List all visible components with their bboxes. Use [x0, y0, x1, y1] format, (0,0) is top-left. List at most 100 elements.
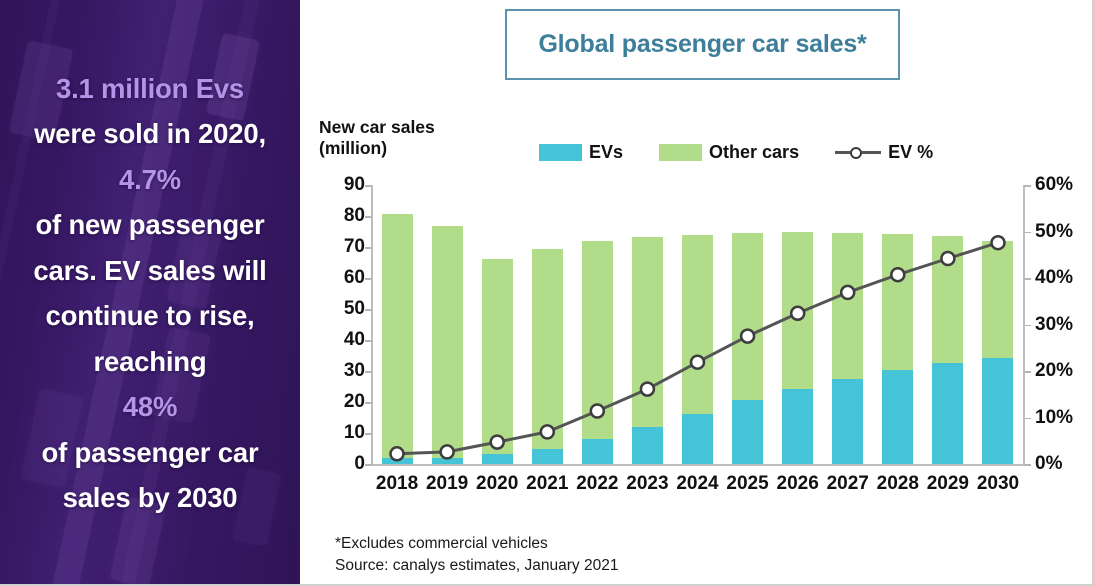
left-axis-tick [365, 247, 372, 249]
square-swatch-icon [659, 144, 703, 161]
ev-percent-polyline [396, 241, 999, 456]
legend-item-other-cars[interactable]: Other cars [659, 142, 799, 163]
bar-group[interactable] [431, 185, 463, 464]
bar-group[interactable] [481, 185, 513, 464]
right-axis-tick [1024, 371, 1031, 373]
x-axis-tick-label: 2021 [526, 473, 569, 494]
legend-item-evs[interactable]: EVs [539, 142, 623, 163]
bar-group[interactable] [832, 185, 864, 464]
left-axis-tick [365, 216, 372, 218]
bar-group[interactable] [882, 185, 914, 464]
x-axis-tick-label: 2026 [776, 473, 819, 494]
bar-group[interactable] [982, 185, 1014, 464]
left-axis-tick-label: 90 [343, 174, 365, 195]
bar-segment-other-cars[interactable] [481, 259, 513, 455]
left-axis-tick [365, 402, 372, 404]
square-swatch-icon [539, 144, 582, 161]
bar-segment-evs[interactable] [681, 413, 714, 464]
bar-segment-other-cars[interactable] [882, 233, 914, 371]
left-axis-tick-label: 40 [343, 329, 365, 350]
left-axis-tick [365, 464, 372, 466]
bar-group[interactable] [932, 185, 964, 464]
bar-segment-evs[interactable] [832, 378, 864, 464]
x-axis-tick-label: 2029 [926, 473, 970, 494]
left-axis-tick-label: 30 [343, 360, 365, 381]
ev-percent-marker[interactable] [990, 234, 1006, 251]
x-axis-tick-label: 2020 [476, 473, 519, 494]
right-axis-tick [1024, 278, 1031, 280]
bar-segment-other-cars[interactable] [681, 234, 714, 414]
chart-footnotes: *Excludes commercial vehicles Source: can… [335, 533, 618, 577]
headline-segment-1: were sold in 2020, [34, 118, 266, 149]
bar-segment-other-cars[interactable] [431, 226, 463, 458]
purple-overlay-2 [0, 0, 300, 586]
right-axis-tick [1024, 417, 1031, 419]
x-axis-tick-label: 2019 [425, 473, 469, 494]
footnote-line-0: *Excludes commercial vehicles [335, 535, 548, 552]
bar-segment-other-cars[interactable] [982, 241, 1014, 358]
bar-segment-evs[interactable] [932, 363, 964, 464]
ev-percent-marker[interactable] [689, 354, 706, 370]
legend-label: EV % [888, 142, 934, 162]
bar-segment-other-cars[interactable] [832, 233, 864, 379]
bar-group[interactable] [681, 185, 714, 464]
left-axis-tick-label: 10 [343, 422, 365, 443]
left-axis-tick [365, 185, 372, 187]
ev-percent-marker[interactable] [839, 284, 856, 301]
right-axis-tick-label: 40% [1035, 267, 1074, 288]
left-axis-tick [365, 340, 372, 342]
left-axis-tick-label: 80 [343, 205, 365, 226]
ev-percent-marker[interactable] [589, 403, 606, 419]
ev-percent-line [389, 234, 1006, 462]
bar-segment-evs[interactable] [982, 357, 1014, 464]
ev-percent-marker[interactable] [539, 424, 556, 440]
plot-area: 0 10 20 30 40 50 60 70 80 90 0% 10% 20% 30% 40% 50% 60%… [300, 0, 1094, 586]
right-axis-tick [1024, 324, 1031, 326]
ev-percent-marker[interactable] [389, 446, 405, 462]
bar-segment-evs[interactable] [531, 449, 563, 464]
ev-percent-marker[interactable] [940, 250, 956, 267]
chart-title: Global passenger car sales* [538, 30, 867, 58]
right-axis-tick [1024, 231, 1031, 233]
bar-segment-evs[interactable] [581, 438, 613, 464]
x-axis-tick-label: 2018 [375, 473, 419, 494]
headline-segment-4: 48% [122, 391, 178, 422]
ev-percent-marker[interactable] [489, 434, 505, 450]
ev-percent-marker[interactable] [739, 328, 756, 344]
bar-segment-other-cars[interactable] [732, 233, 764, 401]
left-axis-tick-label: 20 [343, 391, 365, 412]
right-axis-tick-label: 50% [1035, 220, 1074, 242]
bar-group[interactable] [732, 185, 764, 464]
bar-segment-evs[interactable] [631, 427, 663, 464]
headline-segment-3: of new passenger cars. EV sales will con… [33, 209, 267, 377]
footnote-line-1: Source: canalys estimates, January 2021 [335, 557, 619, 574]
chart-title-box: Global passenger car sales* [505, 9, 900, 80]
aerial-road-image [0, 0, 300, 586]
ev-percent-marker[interactable] [789, 305, 806, 322]
chart-legend: EVs Other cars EV % [539, 142, 933, 163]
left-axis-tick-label: 0 [354, 453, 365, 474]
chart-panel: Global passenger car sales* New car sale… [300, 0, 1094, 586]
bar-segment-other-cars[interactable] [381, 214, 413, 459]
x-axis-tick-label: 2025 [726, 473, 769, 494]
legend-label: EVs [589, 142, 624, 162]
bar-segment-evs[interactable] [782, 388, 814, 464]
left-axis-line [371, 185, 373, 465]
bar-segment-evs[interactable] [732, 400, 764, 464]
left-axis-tick [365, 433, 372, 435]
bar-segment-evs[interactable] [431, 457, 463, 464]
ev-percent-marker[interactable] [639, 381, 656, 397]
bar-segment-evs[interactable] [481, 454, 513, 464]
right-axis-line [1023, 185, 1025, 465]
headline-segment-2: 4.7% [119, 163, 181, 195]
bar-segment-other-cars[interactable] [531, 248, 563, 450]
ev-percent-marker[interactable] [439, 444, 455, 460]
y-axis-title: New car sales (million) [319, 117, 435, 158]
bottom-edge-divider [0, 584, 1094, 586]
bar-group[interactable] [531, 185, 563, 464]
left-image-panel: 3.1 million Evs were sold in 2020, 4.7% … [0, 0, 300, 586]
bar-segment-evs[interactable] [882, 370, 914, 464]
legend-item-ev[interactable]: EV % [835, 142, 933, 163]
ev-percent-marker[interactable] [890, 266, 906, 283]
